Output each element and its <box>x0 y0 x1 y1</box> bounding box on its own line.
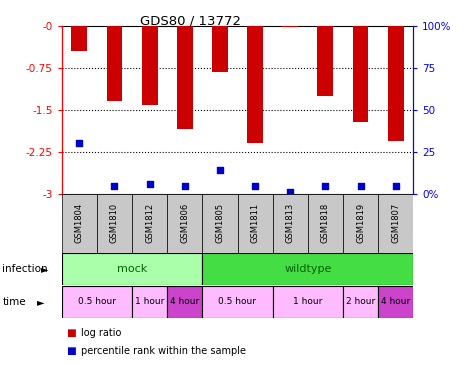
Bar <box>202 253 413 285</box>
Point <box>111 183 118 188</box>
Bar <box>238 194 273 253</box>
Bar <box>273 194 308 253</box>
Bar <box>352 26 369 122</box>
Bar <box>273 286 343 318</box>
Bar <box>388 26 404 141</box>
Text: 4 hour: 4 hour <box>381 298 410 306</box>
Text: GSM1805: GSM1805 <box>216 203 224 243</box>
Text: ■: ■ <box>66 346 76 356</box>
Text: GDS80 / 13772: GDS80 / 13772 <box>140 15 240 28</box>
Bar <box>247 26 263 143</box>
Bar <box>343 286 378 318</box>
Text: 1 hour: 1 hour <box>293 298 323 306</box>
Bar <box>343 194 378 253</box>
Bar <box>132 286 167 318</box>
Point <box>286 189 294 195</box>
Point <box>357 183 364 188</box>
Bar <box>308 194 343 253</box>
Point <box>181 183 189 188</box>
Text: percentile rank within the sample: percentile rank within the sample <box>81 346 246 356</box>
Bar <box>177 26 193 130</box>
Bar <box>282 26 298 27</box>
Text: GSM1810: GSM1810 <box>110 203 119 243</box>
Bar <box>106 26 123 101</box>
Text: 0.5 hour: 0.5 hour <box>218 298 256 306</box>
Bar <box>62 253 202 285</box>
Point <box>322 183 329 188</box>
Point <box>146 181 153 187</box>
Bar <box>71 26 87 51</box>
Text: GSM1811: GSM1811 <box>251 203 259 243</box>
Point <box>76 141 83 146</box>
Bar <box>212 26 228 72</box>
Text: infection: infection <box>2 264 48 274</box>
Text: log ratio: log ratio <box>81 328 121 338</box>
Bar <box>378 286 413 318</box>
Point <box>392 183 399 188</box>
Bar <box>62 286 132 318</box>
Text: 0.5 hour: 0.5 hour <box>78 298 116 306</box>
Text: GSM1812: GSM1812 <box>145 203 154 243</box>
Text: 2 hour: 2 hour <box>346 298 375 306</box>
Text: ►: ► <box>41 264 49 274</box>
Text: GSM1818: GSM1818 <box>321 203 330 243</box>
Text: wildtype: wildtype <box>284 264 332 274</box>
Bar <box>97 194 132 253</box>
Text: time: time <box>2 297 26 307</box>
Bar <box>132 194 167 253</box>
Text: GSM1806: GSM1806 <box>180 203 189 243</box>
Text: GSM1807: GSM1807 <box>391 203 400 243</box>
Text: ►: ► <box>37 297 44 307</box>
Bar <box>202 194 238 253</box>
Bar <box>167 194 202 253</box>
Text: mock: mock <box>117 264 147 274</box>
Point <box>216 168 224 173</box>
Text: GSM1804: GSM1804 <box>75 203 84 243</box>
Bar <box>167 286 202 318</box>
Bar <box>142 26 158 105</box>
Text: 4 hour: 4 hour <box>170 298 199 306</box>
Text: GSM1819: GSM1819 <box>356 203 365 243</box>
Text: ■: ■ <box>66 328 76 338</box>
Text: GSM1813: GSM1813 <box>286 203 294 243</box>
Bar <box>62 194 97 253</box>
Point <box>251 183 259 188</box>
Bar <box>202 286 273 318</box>
Bar <box>378 194 413 253</box>
Bar <box>317 26 333 96</box>
Text: 1 hour: 1 hour <box>135 298 164 306</box>
